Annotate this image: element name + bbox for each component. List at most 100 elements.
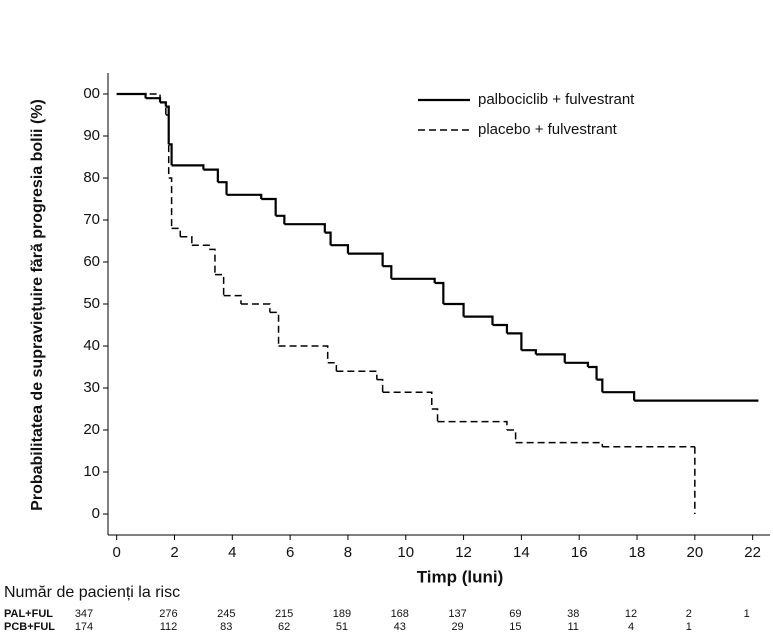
risk-value: 69 <box>509 608 521 620</box>
survival-step <box>116 93 161 103</box>
survival-step <box>165 114 170 178</box>
x-tick-label: 8 <box>344 544 352 561</box>
risk-value: 276 <box>159 608 177 620</box>
risk-value: 11 <box>567 621 578 633</box>
risk-row-label: PAL+FUL <box>4 608 53 620</box>
survival-step <box>261 197 277 216</box>
risk-value: 51 <box>336 621 348 633</box>
x-tick-label: 4 <box>228 544 236 561</box>
y-tick-label: 10 <box>83 463 100 480</box>
survival-step <box>376 378 384 393</box>
survival-step <box>165 105 170 145</box>
survival-step <box>330 244 350 254</box>
survival-step <box>327 362 338 372</box>
survival-step <box>431 408 439 422</box>
x-tick-label: 14 <box>513 544 530 561</box>
survival-step <box>443 302 465 317</box>
survival-step <box>217 181 228 195</box>
survival-step <box>209 248 216 275</box>
risk-value: 15 <box>509 621 521 633</box>
survival-step <box>223 294 242 304</box>
risk-value: 189 <box>333 608 351 620</box>
risk-value: 83 <box>220 621 232 633</box>
survival-step <box>171 227 182 237</box>
y-tick-label: 30 <box>83 379 100 396</box>
risk-value: 2 <box>686 608 692 620</box>
risk-row-label: PCB+FUL <box>4 621 55 633</box>
risk-value: 29 <box>451 621 463 633</box>
y-axis-label: Probabilitatea de supraviețuire fără pro… <box>29 99 46 511</box>
x-axis-label: Timp (luni) <box>417 567 504 586</box>
risk-value: 4 <box>628 621 634 633</box>
survival-step <box>347 252 384 267</box>
survival-step <box>391 277 436 283</box>
x-tick-label: 0 <box>113 544 121 561</box>
survival-step <box>506 429 517 443</box>
survival-step <box>382 391 433 409</box>
survival-step <box>587 365 598 380</box>
survival-step <box>145 97 162 103</box>
risk-value: 43 <box>394 621 406 633</box>
y-tick-label: 70 <box>83 211 100 228</box>
survival-step <box>160 101 167 115</box>
y-tick-label: 50 <box>83 295 100 312</box>
survival-step <box>434 281 445 304</box>
risk-value: 1 <box>744 608 750 620</box>
survival-step <box>564 361 589 367</box>
risk-value: 215 <box>275 608 293 620</box>
x-tick-label: 10 <box>397 544 414 561</box>
survival-step <box>324 231 332 246</box>
survival-step <box>240 303 271 313</box>
survival-step <box>602 391 636 401</box>
risk-value: 1 <box>686 621 692 633</box>
survival-step <box>284 223 326 233</box>
survival-step <box>515 441 604 447</box>
y-tick-label: 80 <box>83 169 100 186</box>
risk-value: 12 <box>625 608 637 620</box>
survival-step <box>168 177 173 229</box>
risk-table-title: Număr de pacienți la risc <box>4 584 180 601</box>
x-tick-label: 16 <box>571 544 588 561</box>
x-tick-label: 2 <box>170 544 178 561</box>
x-tick-label: 6 <box>286 544 294 561</box>
risk-value: 38 <box>567 608 579 620</box>
survival-step <box>463 315 494 325</box>
y-tick-label: 0 <box>92 505 100 522</box>
survival-step <box>382 265 393 279</box>
survival-step <box>492 323 509 334</box>
survival-step <box>214 273 225 296</box>
survival-step <box>521 349 537 355</box>
survival-step <box>506 332 523 351</box>
survival-step <box>437 420 508 430</box>
risk-value: 245 <box>217 608 235 620</box>
survival-step <box>269 311 280 346</box>
survival-step <box>278 345 329 363</box>
risk-value: 347 <box>75 608 93 620</box>
survival-step <box>275 214 286 225</box>
risk-value: 137 <box>448 608 466 620</box>
x-tick-label: 18 <box>629 544 646 561</box>
risk-value: 62 <box>278 621 290 633</box>
x-tick-label: 20 <box>686 544 703 561</box>
y-tick-label: 40 <box>83 337 100 354</box>
y-tick-label: 90 <box>83 127 100 144</box>
survival-step <box>336 370 378 380</box>
survival-step <box>171 164 205 170</box>
survival-step <box>191 244 210 250</box>
survival-step <box>535 353 566 363</box>
y-tick-label: 60 <box>83 253 100 270</box>
y-tick-label: 20 <box>83 421 100 438</box>
survival-step <box>168 143 173 166</box>
x-tick-label: 12 <box>455 544 472 561</box>
legend-label: palbociclib + fulvestrant <box>478 91 635 108</box>
legend-label: placebo + fulvestrant <box>478 121 618 138</box>
survival-step <box>203 168 219 183</box>
x-tick-label: 22 <box>744 544 761 561</box>
y-tick-label: 00 <box>83 85 100 102</box>
risk-value: 168 <box>391 608 409 620</box>
survival-step <box>180 236 193 246</box>
survival-step <box>226 193 263 199</box>
risk-value: 174 <box>75 621 93 633</box>
survival-step <box>596 378 604 393</box>
